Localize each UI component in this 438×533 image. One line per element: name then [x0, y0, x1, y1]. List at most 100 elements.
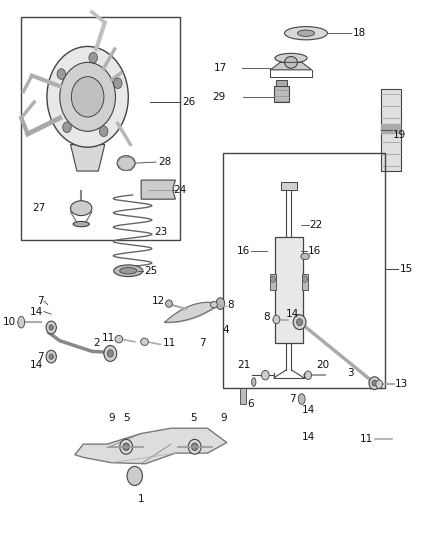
Text: 7: 7 [199, 338, 205, 349]
Text: 24: 24 [173, 184, 187, 195]
Text: 7: 7 [37, 352, 43, 361]
Text: 7: 7 [289, 394, 295, 404]
Ellipse shape [372, 380, 377, 386]
Ellipse shape [123, 443, 129, 450]
Bar [302, 274, 308, 290]
Bar [276, 80, 287, 86]
Text: 14: 14 [30, 360, 43, 369]
Bar [223, 152, 385, 389]
Ellipse shape [18, 317, 25, 328]
Text: 5: 5 [123, 413, 130, 423]
Circle shape [261, 370, 269, 380]
Ellipse shape [49, 325, 53, 330]
Ellipse shape [141, 338, 148, 345]
Circle shape [302, 276, 307, 282]
Text: 14: 14 [30, 306, 43, 317]
Circle shape [63, 122, 71, 133]
Text: 14: 14 [302, 432, 315, 442]
Ellipse shape [275, 53, 307, 63]
Ellipse shape [49, 354, 53, 359]
Circle shape [57, 69, 66, 79]
Ellipse shape [46, 321, 57, 334]
Bar [381, 89, 402, 171]
Bar [240, 389, 247, 405]
Bar [275, 237, 303, 343]
Text: 3: 3 [347, 368, 353, 377]
Ellipse shape [211, 302, 217, 308]
Text: 7: 7 [37, 296, 43, 306]
Polygon shape [71, 144, 105, 171]
Text: 2: 2 [93, 338, 100, 349]
Ellipse shape [104, 345, 117, 361]
Bar [281, 182, 297, 190]
Text: 16: 16 [308, 246, 321, 256]
Ellipse shape [191, 443, 198, 450]
Ellipse shape [285, 56, 297, 68]
Text: 9: 9 [220, 413, 227, 423]
Ellipse shape [293, 315, 306, 329]
Circle shape [270, 276, 276, 282]
Ellipse shape [73, 221, 89, 227]
Text: 18: 18 [353, 28, 366, 38]
Text: 27: 27 [32, 203, 45, 213]
Text: 11: 11 [360, 434, 373, 444]
Ellipse shape [298, 394, 305, 405]
Ellipse shape [46, 350, 57, 363]
Ellipse shape [251, 378, 256, 386]
Ellipse shape [166, 300, 173, 308]
Text: 16: 16 [237, 246, 251, 256]
Text: 20: 20 [317, 360, 330, 369]
Ellipse shape [71, 201, 92, 216]
Polygon shape [75, 428, 227, 464]
Text: 15: 15 [400, 264, 413, 274]
Text: 8: 8 [228, 300, 234, 310]
Text: 23: 23 [154, 227, 167, 237]
Ellipse shape [117, 156, 135, 171]
Text: 22: 22 [309, 220, 323, 230]
Text: 14: 14 [302, 405, 315, 415]
Circle shape [99, 126, 108, 136]
Circle shape [305, 371, 311, 379]
Text: 11: 11 [162, 338, 176, 349]
Circle shape [113, 78, 122, 88]
Text: 13: 13 [395, 379, 408, 389]
Circle shape [89, 52, 98, 63]
Bar [274, 86, 290, 102]
Circle shape [47, 46, 128, 147]
Ellipse shape [115, 335, 123, 343]
Ellipse shape [188, 439, 201, 454]
Ellipse shape [297, 319, 303, 326]
Circle shape [127, 466, 142, 486]
Ellipse shape [216, 298, 225, 310]
Text: 28: 28 [158, 157, 172, 167]
Text: 25: 25 [145, 266, 158, 276]
Ellipse shape [114, 265, 143, 277]
Ellipse shape [297, 30, 314, 36]
Text: 26: 26 [182, 97, 195, 107]
Ellipse shape [120, 439, 133, 454]
Ellipse shape [369, 377, 380, 390]
Ellipse shape [120, 268, 137, 274]
Bar [21, 17, 180, 240]
Text: 11: 11 [101, 333, 115, 343]
Ellipse shape [376, 380, 383, 389]
Text: 21: 21 [237, 360, 251, 369]
Polygon shape [141, 180, 175, 199]
Text: 1: 1 [138, 494, 145, 504]
Text: 9: 9 [108, 413, 115, 423]
Text: 5: 5 [191, 413, 197, 423]
Text: 14: 14 [286, 309, 299, 319]
Ellipse shape [273, 316, 280, 324]
Ellipse shape [285, 27, 328, 40]
Text: 19: 19 [393, 130, 406, 140]
Text: 12: 12 [152, 296, 165, 306]
Bar [270, 274, 276, 290]
Text: 17: 17 [214, 63, 227, 72]
Ellipse shape [301, 253, 309, 260]
Circle shape [71, 77, 104, 117]
Bar [381, 124, 402, 134]
Text: 6: 6 [247, 399, 254, 409]
Ellipse shape [107, 350, 113, 357]
Text: 8: 8 [263, 312, 270, 322]
Circle shape [60, 62, 116, 131]
